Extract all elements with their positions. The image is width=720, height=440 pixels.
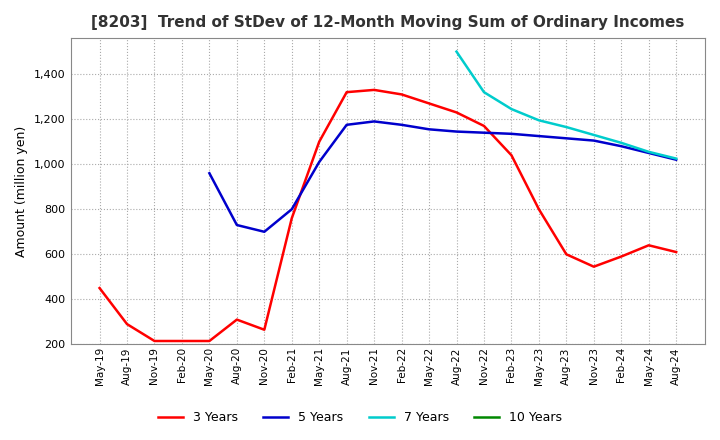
3 Years (370, 87, 379, 92)
5 Years (260, 229, 269, 235)
3 Years (672, 249, 680, 255)
3 Years (343, 89, 351, 95)
3 Years (562, 252, 571, 257)
3 Years (150, 338, 159, 344)
Legend: 3 Years, 5 Years, 7 Years, 10 Years: 3 Years, 5 Years, 7 Years, 10 Years (153, 407, 567, 429)
10 Years (672, 159, 680, 165)
5 Years (452, 129, 461, 134)
3 Years (452, 110, 461, 115)
7 Years (507, 106, 516, 112)
5 Years (507, 131, 516, 136)
5 Years (672, 157, 680, 162)
3 Years (644, 242, 653, 248)
Line: 5 Years: 5 Years (210, 121, 676, 232)
7 Years (617, 140, 626, 146)
5 Years (562, 136, 571, 141)
3 Years (507, 153, 516, 158)
5 Years (397, 122, 406, 128)
7 Years (644, 149, 653, 154)
7 Years (562, 125, 571, 130)
5 Years (287, 207, 296, 212)
3 Years (205, 338, 214, 344)
7 Years (672, 156, 680, 161)
3 Years (260, 327, 269, 332)
3 Years (534, 207, 543, 212)
Y-axis label: Amount (million yen): Amount (million yen) (15, 125, 28, 257)
Line: 7 Years: 7 Years (456, 51, 676, 158)
3 Years (590, 264, 598, 269)
5 Years (343, 122, 351, 128)
7 Years (534, 117, 543, 123)
3 Years (480, 123, 488, 128)
7 Years (480, 89, 488, 95)
3 Years (397, 92, 406, 97)
5 Years (233, 222, 241, 227)
7 Years (590, 132, 598, 138)
3 Years (617, 254, 626, 259)
3 Years (315, 139, 323, 144)
5 Years (617, 143, 626, 149)
5 Years (315, 159, 323, 165)
5 Years (480, 130, 488, 136)
3 Years (287, 216, 296, 221)
3 Years (95, 286, 104, 291)
3 Years (425, 101, 433, 106)
5 Years (425, 127, 433, 132)
5 Years (590, 138, 598, 143)
Title: [8203]  Trend of StDev of 12-Month Moving Sum of Ordinary Incomes: [8203] Trend of StDev of 12-Month Moving… (91, 15, 685, 30)
7 Years (452, 49, 461, 54)
5 Years (205, 171, 214, 176)
3 Years (178, 338, 186, 344)
Line: 3 Years: 3 Years (99, 90, 676, 341)
5 Years (644, 150, 653, 156)
3 Years (233, 317, 241, 322)
5 Years (370, 119, 379, 124)
5 Years (534, 133, 543, 139)
3 Years (122, 322, 131, 327)
